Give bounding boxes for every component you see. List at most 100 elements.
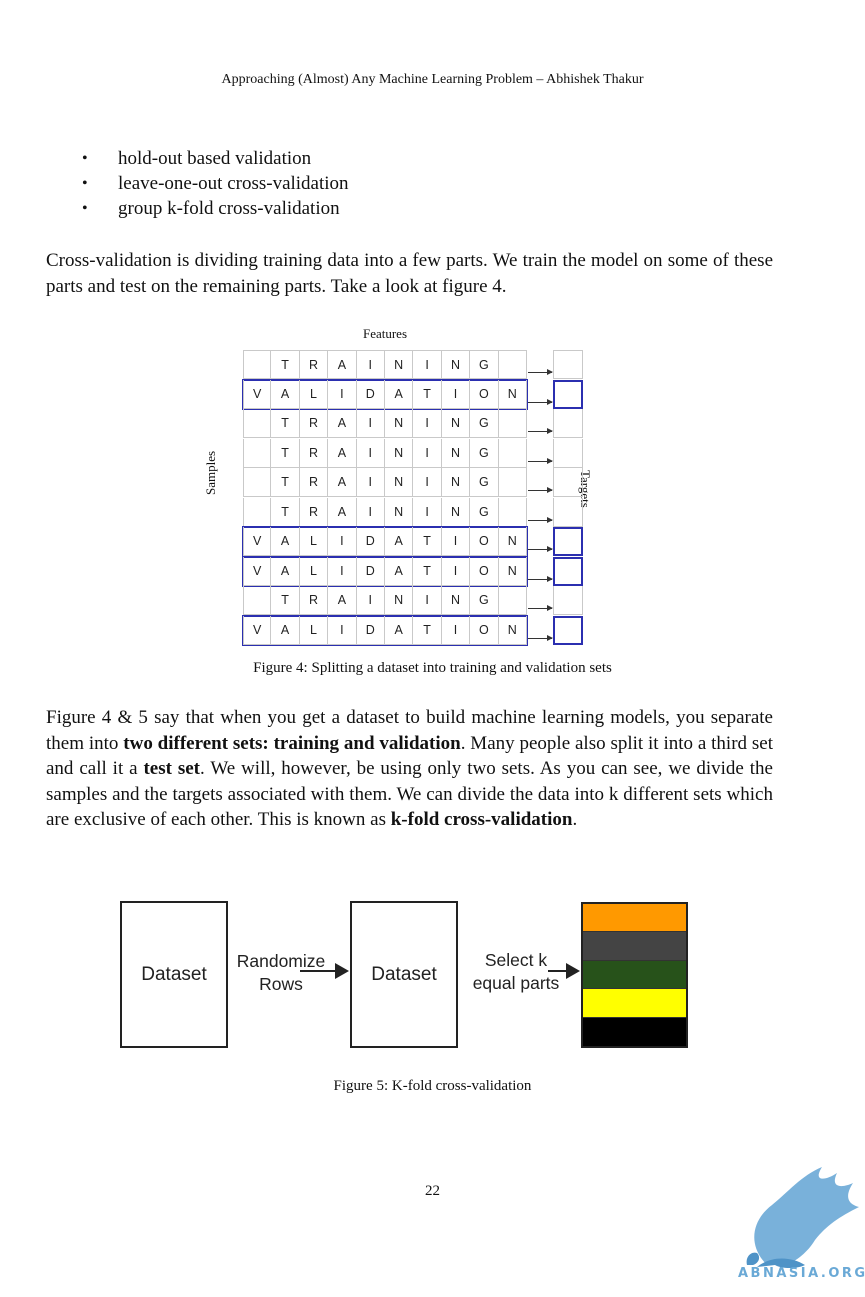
grid-cell: A [385,556,414,586]
k-folds-stack [581,902,688,1048]
grid-cell [498,586,527,615]
grid-cell: R [299,468,329,497]
grid-cell: N [385,586,414,615]
grid-cell [243,409,272,438]
randomize-arrow [300,963,349,979]
row-arrow [528,634,553,641]
grid-cell [243,468,272,497]
grid-cell [498,438,527,468]
grid-cell: V [243,615,272,645]
grid-cell: T [271,586,300,615]
row-arrow [528,575,553,582]
row-arrow [528,516,553,523]
grid-cell: A [271,556,300,586]
grid-cell: A [385,527,414,556]
logo-text: ABNASIA.ORG [738,1266,865,1281]
grid-cell: I [328,527,357,556]
paragraph-cross-validation-intro: Cross-validation is dividing training da… [46,250,773,297]
grid-cell: V [243,379,272,409]
grid-cell: T [271,468,300,497]
bold-term: two different sets: training and validat… [123,732,461,754]
grid-cell: A [271,379,300,409]
target-cell [553,438,583,468]
arrow-label-line: Select k [484,950,548,970]
abnasia-logo-icon [746,1167,859,1268]
fold-part [583,989,686,1018]
arrow-label-line: Randomize [236,951,326,971]
grid-cell: V [243,556,272,586]
grid-cell: I [413,409,442,438]
grid-cell: T [413,379,442,409]
grid-cell: A [385,615,414,645]
row-arrow [528,369,553,375]
grid-cell: N [498,556,527,586]
select-k-parts-label: Select k equal parts [460,949,572,995]
page-number: 22 [425,1183,440,1199]
grid-cell [498,497,527,527]
paragraph-text: . [572,809,578,830]
grid-cell: N [441,497,471,527]
fold-part [583,904,686,933]
grid-cell [243,586,272,615]
grid-cell: N [385,350,414,379]
grid-cell: I [328,615,357,645]
grid-cell [243,438,272,468]
grid-cell: N [385,438,414,468]
grid-cell: I [413,350,442,379]
grid-cell: R [299,350,329,379]
grid-cell: I [413,497,442,527]
row-arrow [528,457,553,464]
paragraph-text: . We will, however, be using only two se… [46,758,773,830]
grid-cell: N [441,438,471,468]
grid-cell: D [356,379,385,409]
grid-cell: I [441,527,471,556]
grid-cell: G [470,438,499,468]
grid-cell: T [413,615,442,645]
grid-cell: D [356,615,385,645]
grid-cell: A [328,409,357,438]
dataset-label: Dataset [371,964,437,985]
grid-cell: O [470,527,499,556]
grid-cell: A [328,438,357,468]
grid-cell: A [385,379,414,409]
grid-cell: T [271,409,300,438]
target-cell [553,497,583,527]
bold-term: test set [143,758,201,779]
fold-part [583,960,686,990]
grid-cell: O [470,379,499,409]
grid-cell: R [299,586,329,615]
grid-cell [243,497,272,527]
grid-cell: A [328,586,357,615]
grid-cell: T [413,556,442,586]
features-label: Features [362,326,408,341]
grid-cell: A [271,527,300,556]
grid-cell: N [385,497,414,527]
grid-cell: I [356,409,385,438]
fold-part [583,1017,686,1046]
grid-cell [243,350,272,379]
grid-cell: I [441,556,471,586]
validation-methods-list: hold-out based validation leave-one-out … [82,146,349,221]
target-cell [553,586,583,615]
grid-cell: I [441,379,471,409]
grid-cell: T [271,438,300,468]
randomize-rows-label: Randomize Rows [228,950,334,996]
grid-cell: G [470,350,499,379]
grid-cell: N [441,409,471,438]
grid-cell: N [498,379,527,409]
grid-cell [498,468,527,497]
grid-cell: T [413,527,442,556]
grid-cell: L [299,527,329,556]
grid-cell: D [356,527,385,556]
grid-cell: R [299,438,329,468]
paragraph-text: Figure 4 & 5 say that when you get a dat… [46,707,773,754]
grid-cell: N [441,586,471,615]
list-item: hold-out based validation [82,146,349,171]
grid-cell: T [271,350,300,379]
grid-cell: I [328,379,357,409]
